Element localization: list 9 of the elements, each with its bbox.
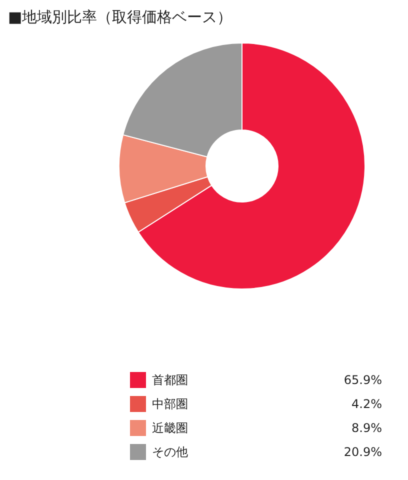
chart-title: ■地域別比率（取得価格ベース） (8, 8, 232, 27)
data-label: 65.9% (344, 373, 382, 387)
data-label: 20.9% (344, 445, 382, 459)
legend-label: 中部圏 (152, 396, 189, 412)
data-label: 8.9% (352, 421, 382, 435)
legend-label: 首都圏 (152, 372, 189, 388)
legend-label: その他 (152, 444, 189, 460)
data-label: 4.2% (352, 397, 382, 411)
legend-label: 近畿圏 (152, 420, 189, 436)
